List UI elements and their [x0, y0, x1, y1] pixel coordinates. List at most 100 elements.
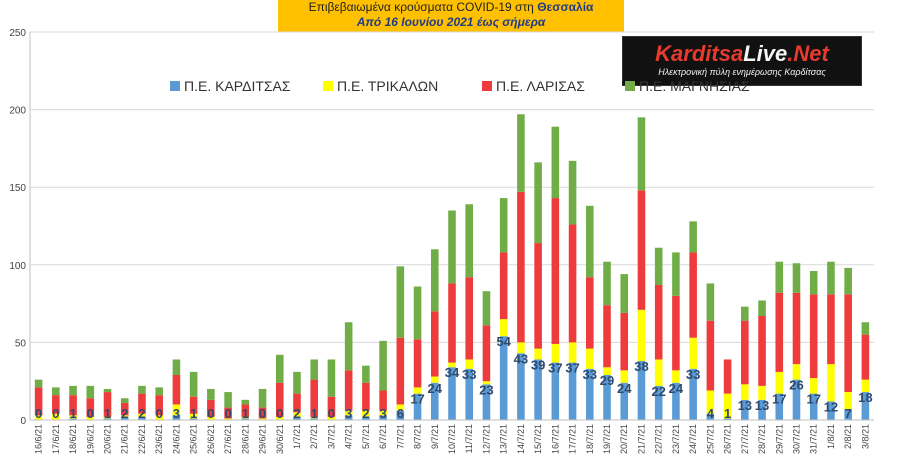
bar-segment	[379, 415, 387, 420]
data-label: 23	[479, 382, 493, 397]
data-label: 39	[531, 357, 545, 372]
bar-segment	[861, 379, 870, 393]
x-tick-label: 17/7/21	[568, 424, 578, 454]
data-label: 54	[496, 334, 511, 349]
bar-segment	[465, 277, 474, 360]
bar-segment	[465, 204, 474, 278]
bar-segment	[224, 407, 232, 419]
x-tick-label: 12/7/21	[481, 424, 491, 454]
data-label: 17	[410, 392, 424, 407]
x-tick-label: 26/6/21	[206, 424, 216, 454]
bar-segment	[689, 221, 697, 253]
bar-segment	[120, 398, 129, 403]
data-label: 0	[207, 406, 214, 421]
bar-segment	[379, 340, 387, 391]
data-label: 2	[293, 406, 300, 421]
bar-segment	[758, 385, 766, 400]
legend-label: Π.Ε. ΜΑΓΝΗΣΙΑΣ	[639, 78, 750, 94]
bar-segment	[430, 311, 439, 377]
bar-segment	[586, 277, 594, 349]
bar-segment	[637, 117, 646, 191]
bar-segment	[689, 368, 697, 420]
bar-segment	[775, 261, 784, 293]
x-tick-label: 3/7/21	[326, 424, 336, 449]
bar-segment	[69, 415, 77, 419]
bar-segment	[586, 368, 594, 420]
bar-segment	[517, 342, 525, 354]
bar-segment	[138, 416, 146, 420]
bar-segment	[396, 337, 405, 405]
data-label: 0	[156, 406, 163, 421]
karditsalive-logo: KarditsaLive.Net Ηλεκτρονική πύλη ενημέρ…	[622, 36, 862, 86]
bar-segment	[189, 418, 198, 420]
bar-segment	[310, 418, 318, 420]
bar-segment	[586, 348, 594, 369]
bar-segment	[293, 412, 301, 417]
bar-segment	[620, 370, 629, 383]
x-tick-label: 25/6/21	[189, 424, 199, 454]
x-tick-label: 28/7/21	[757, 424, 767, 454]
x-tick-label: 26/7/21	[723, 424, 733, 454]
bar-segment	[189, 413, 198, 419]
bar-segment	[448, 367, 456, 420]
bar-segment	[706, 413, 715, 420]
bar-segment	[310, 359, 318, 380]
bar-segment	[379, 410, 387, 416]
bar-segment	[413, 393, 422, 420]
bar-segment	[310, 416, 318, 419]
data-label: 18	[858, 390, 872, 405]
x-tick-label: 29/7/21	[774, 424, 784, 454]
bar-segment	[52, 413, 60, 420]
bar-segment	[654, 385, 663, 420]
bar-segment	[138, 393, 146, 414]
data-label: 38	[634, 359, 648, 374]
x-tick-label: 30/6/21	[275, 424, 285, 454]
x-tick-label: 22/6/21	[137, 424, 147, 454]
bar-segment	[172, 404, 181, 416]
bar-segment	[120, 415, 129, 417]
bar-segment	[723, 393, 732, 419]
bar-segment	[327, 396, 336, 417]
bar-segment	[637, 309, 646, 362]
data-label: 37	[565, 361, 579, 376]
bar-segment	[482, 384, 491, 420]
x-tick-label: 16/6/21	[34, 424, 44, 454]
x-tick-label: 24/6/21	[171, 424, 181, 454]
legend-label: Π.Ε. ΛΑΡΙΣΑΣ	[496, 78, 585, 94]
x-tick-label: 24/7/21	[688, 424, 698, 454]
y-tick-label: 50	[15, 338, 27, 349]
bar-segment	[448, 210, 456, 284]
bar-segment	[344, 322, 353, 371]
bar-segment	[689, 252, 697, 338]
bar-segment	[448, 283, 456, 363]
data-label: 33	[462, 367, 476, 382]
bar-segment	[396, 266, 405, 338]
logo-brand: KarditsaLive.Net	[655, 41, 829, 66]
data-label: 26	[789, 378, 803, 393]
x-tick-label: 21/6/21	[120, 424, 130, 454]
bar-segment	[586, 205, 594, 278]
x-tick-label: 19/6/21	[85, 424, 95, 454]
data-label: 2	[121, 406, 128, 421]
bar-segment	[620, 274, 629, 313]
x-tick-label: 28/6/21	[240, 424, 250, 454]
bar-segment	[189, 371, 198, 397]
bar-segment	[430, 382, 439, 420]
bar-segment	[827, 364, 835, 402]
data-label: 0	[52, 406, 59, 421]
bar-segment	[396, 404, 405, 411]
bar-segment	[672, 252, 680, 296]
bar-segment	[568, 362, 577, 420]
data-label: 3	[173, 406, 180, 421]
logo-tagline: Ηλεκτρονική πύλη ενημέρωσης Καρδίτσας	[658, 67, 826, 77]
data-label: 0	[276, 406, 283, 421]
bar-segment	[809, 271, 818, 295]
data-label: 2	[362, 406, 369, 421]
bar-segment	[809, 378, 818, 394]
bar-segment	[362, 382, 370, 411]
bar-segment	[620, 312, 629, 371]
y-axis: 0 50 100 150 200 250	[9, 28, 31, 427]
x-tick-label: 2/7/21	[309, 424, 319, 449]
data-label: 12	[824, 399, 838, 414]
